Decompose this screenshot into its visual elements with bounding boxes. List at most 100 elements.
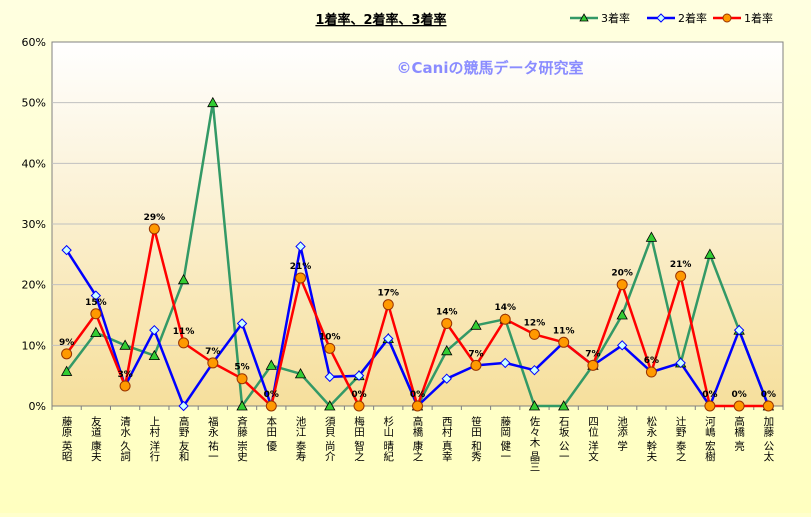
legend-marker	[722, 13, 732, 23]
y-tick-label: 0%	[29, 400, 46, 413]
point-3着率	[704, 248, 716, 259]
data-label-1着率: 0%	[731, 390, 746, 400]
point-1着率	[324, 342, 336, 354]
x-tick-label: 斉藤 崇史	[236, 415, 248, 462]
point-3着率	[119, 339, 131, 350]
data-label-1着率: 10%	[319, 332, 341, 342]
point-1着率	[236, 373, 248, 385]
point-1着率	[295, 272, 307, 284]
series-markers	[60, 96, 775, 412]
x-tick-label: 藤岡 健一	[499, 416, 511, 461]
point-1着率	[61, 348, 73, 360]
x-tick-label: 高橋 康之	[412, 415, 424, 461]
x-tick-label: 福永 祐一	[207, 415, 219, 461]
point-2着率	[61, 244, 72, 256]
point-1着率	[441, 317, 453, 329]
y-axis-ticks: 0% 10% 20% 30% 40% 50% 60%	[22, 36, 46, 413]
y-tick-label: 60%	[22, 36, 46, 49]
point-1着率	[265, 400, 277, 412]
point-2着率	[149, 324, 160, 336]
y-tick-label: 50%	[22, 97, 46, 110]
x-tick-label: 河嶋 宏樹	[704, 416, 716, 462]
x-tick-label: 池江 泰寿	[295, 415, 307, 461]
point-1着率	[528, 328, 540, 340]
point-3着率	[177, 273, 190, 285]
point-1着率	[148, 223, 160, 235]
point-1着率	[733, 400, 745, 412]
point-2着率	[733, 324, 745, 336]
x-axis-labels: 藤原 英昭 友道 康夫 清水 久詞 上村 洋行 高野 友和 福永 祐一 斉藤 崇史 本田 優 池…	[61, 415, 775, 472]
data-label-1着率: 14%	[494, 303, 516, 313]
data-label-1着率: 7%	[205, 347, 220, 357]
point-1着率	[119, 380, 131, 392]
point-3着率	[470, 319, 482, 330]
data-label-1着率: 17%	[377, 289, 399, 299]
x-tick-label: 辻野 泰之	[675, 415, 687, 461]
data-label-1着率: 0%	[702, 390, 717, 400]
point-1着率	[499, 313, 511, 325]
x-tick-label: 石坂 公一	[558, 416, 570, 461]
point-1着率	[412, 400, 423, 412]
data-label-1着率: 11%	[553, 326, 575, 336]
x-tick-label: 笹田 和秀	[470, 415, 482, 462]
point-2着率	[90, 290, 102, 301]
data-label-1着率: 9%	[59, 338, 74, 348]
point-1着率	[90, 308, 102, 320]
data-label-1着率: 14%	[436, 307, 458, 317]
point-1着率	[353, 400, 365, 412]
legend-marker	[579, 13, 589, 22]
x-tick-label: 高野 友和	[178, 415, 190, 462]
point-1着率	[178, 337, 190, 349]
data-label-1着率: 5%	[234, 363, 249, 373]
x-tick-label: 松永 幹夫	[645, 415, 657, 462]
point-2着率	[295, 241, 306, 252]
point-1着率	[558, 336, 570, 348]
x-tick-label: 藤原 英昭	[61, 416, 73, 462]
watermark-text: ©Caniの競馬データ研究室	[397, 59, 584, 77]
point-2着率	[383, 333, 394, 344]
chart-title: 1着率、2着率、3着率	[315, 12, 446, 28]
point-3着率	[148, 349, 161, 361]
point-2着率	[500, 357, 511, 369]
data-label-1着率: 0%	[351, 390, 366, 400]
legend-label: 3着率	[601, 11, 630, 25]
x-tick-label: 上村 洋行	[148, 416, 160, 462]
y-tick-label: 30%	[22, 218, 46, 231]
data-label-1着率: 29%	[144, 213, 166, 223]
x-tick-label: 梅田 智之	[353, 415, 365, 461]
point-3着率	[90, 326, 102, 337]
point-3着率	[265, 359, 277, 370]
data-label-1着率: 7%	[585, 349, 600, 359]
point-3着率	[207, 96, 219, 108]
data-label-1着率: 21%	[290, 262, 312, 272]
legend-label: 1着率	[744, 11, 773, 25]
point-2着率	[616, 340, 628, 351]
y-tick-label: 20%	[22, 279, 46, 292]
point-2着率	[178, 400, 189, 412]
data-label-1着率: 20%	[611, 269, 633, 279]
x-tick-label: 清水 久詞	[119, 415, 131, 462]
data-label-1着率: 11%	[173, 327, 195, 337]
legend: 3着率 2着率 1着率	[570, 11, 773, 25]
x-tick-label: 西村 真幸	[441, 416, 453, 462]
x-tick-label: 高橋 亮	[733, 415, 745, 451]
gridlines	[51, 102, 784, 410]
point-2着率	[236, 318, 248, 329]
point-1着率	[382, 299, 394, 311]
x-tick-label: 友道 康夫	[90, 415, 102, 462]
x-tick-label: 本田 優	[265, 415, 277, 451]
x-tick-label: 池添 学	[616, 415, 628, 451]
point-1着率	[704, 400, 716, 412]
data-label-1着率: 12%	[524, 318, 546, 328]
point-3着率	[558, 400, 570, 411]
y-tick-label: 40%	[22, 157, 46, 170]
legend-marker	[656, 13, 666, 23]
data-label-1着率: 15%	[85, 298, 107, 308]
x-tick-label: 加藤 公太	[762, 416, 774, 462]
point-3着率	[324, 400, 336, 411]
point-3着率	[645, 231, 658, 242]
x-tick-label: 須貝 尚介	[324, 416, 336, 461]
point-2着率	[353, 370, 365, 381]
x-tick-label: 四位 洋文	[587, 416, 599, 462]
